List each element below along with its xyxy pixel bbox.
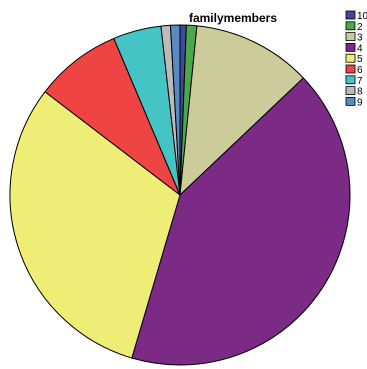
legend-label-3: 3: [357, 33, 363, 44]
legend-label-7: 7: [357, 76, 363, 87]
legend-item-3: 3: [345, 32, 363, 44]
legend-swatch-2: [345, 21, 356, 31]
legend-label-5: 5: [357, 54, 363, 65]
legend-label-4: 4: [357, 43, 363, 54]
pie-slice-3: [179, 25, 304, 196]
legend-swatch-8: [345, 86, 356, 95]
legend-swatch-6: [345, 64, 356, 74]
pie-slices: [9, 24, 351, 366]
legend-item-8: 8: [345, 86, 363, 98]
pie-slice-9: [169, 24, 181, 196]
legend-item-5: 5: [345, 53, 363, 65]
legend-item-10: 10: [345, 10, 367, 22]
legend-item-6: 6: [345, 64, 363, 76]
legend-label-2: 2: [357, 22, 363, 33]
pie-slice-4: [131, 77, 351, 366]
legend-item-7: 7: [345, 75, 363, 87]
legend-label-6: 6: [357, 65, 363, 76]
legend-swatch-9: [345, 97, 356, 106]
legend-swatch-3: [345, 32, 356, 41]
pie-slice-6: [44, 37, 181, 196]
legend-swatch-7: [345, 75, 356, 85]
legend-item-9: 9: [345, 97, 363, 108]
legend-label-10: 10: [357, 11, 367, 22]
legend-label-8: 8: [357, 87, 363, 98]
legend-swatch-5: [345, 53, 356, 63]
legend-item-2: 2: [345, 21, 363, 33]
legend-swatch-10: [345, 10, 356, 20]
legend-label-9: 9: [357, 97, 363, 108]
legend-swatch-4: [345, 43, 356, 52]
pie-slice-5: [9, 91, 181, 359]
legend-item-4: 4: [345, 43, 363, 54]
chart-title: familymembers: [189, 11, 277, 25]
